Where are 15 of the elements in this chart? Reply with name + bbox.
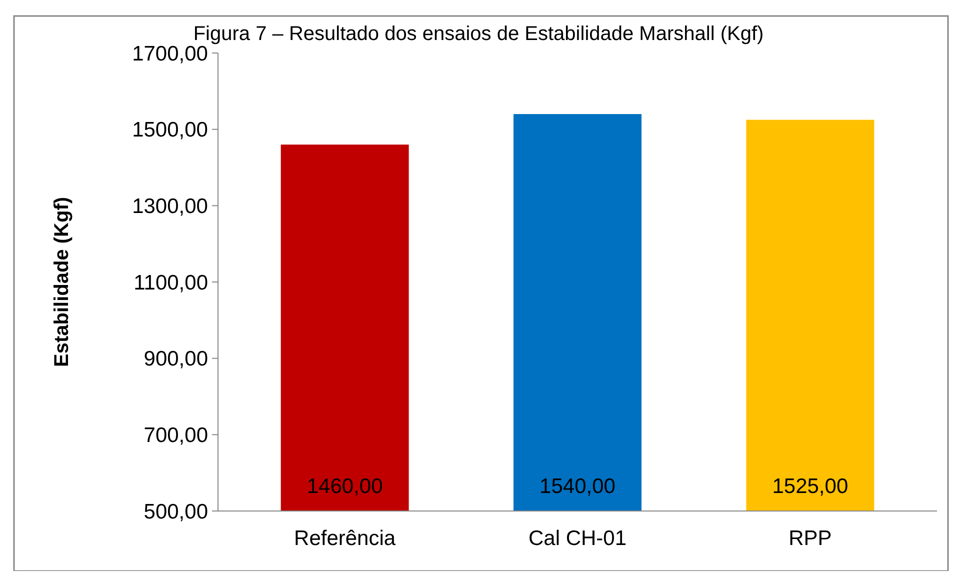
y-axis-title: Estabilidade (Kgf) bbox=[51, 196, 73, 368]
y-tick-label: 1700,00 bbox=[132, 42, 208, 66]
x-tick-label: RPP bbox=[788, 527, 832, 550]
data-label: 1540,00 bbox=[540, 475, 616, 498]
y-tick-label: 1500,00 bbox=[132, 118, 208, 142]
y-tick-label: 500,00 bbox=[144, 500, 208, 524]
y-tick-label: 1100,00 bbox=[134, 271, 208, 294]
y-tick-label: 900,00 bbox=[144, 348, 208, 371]
x-tick-label: Cal CH-01 bbox=[528, 527, 627, 550]
y-tick-label: 700,00 bbox=[144, 424, 208, 448]
x-tick-label: Referência bbox=[294, 527, 396, 550]
y-tick-label: 1300,00 bbox=[132, 195, 208, 218]
chart-title: Figura 7 – Resultado dos ensaios de Estabilidade Marshall (Kgf) bbox=[193, 23, 764, 45]
data-label: 1460,00 bbox=[306, 475, 383, 498]
data-label: 1525,00 bbox=[772, 475, 848, 498]
